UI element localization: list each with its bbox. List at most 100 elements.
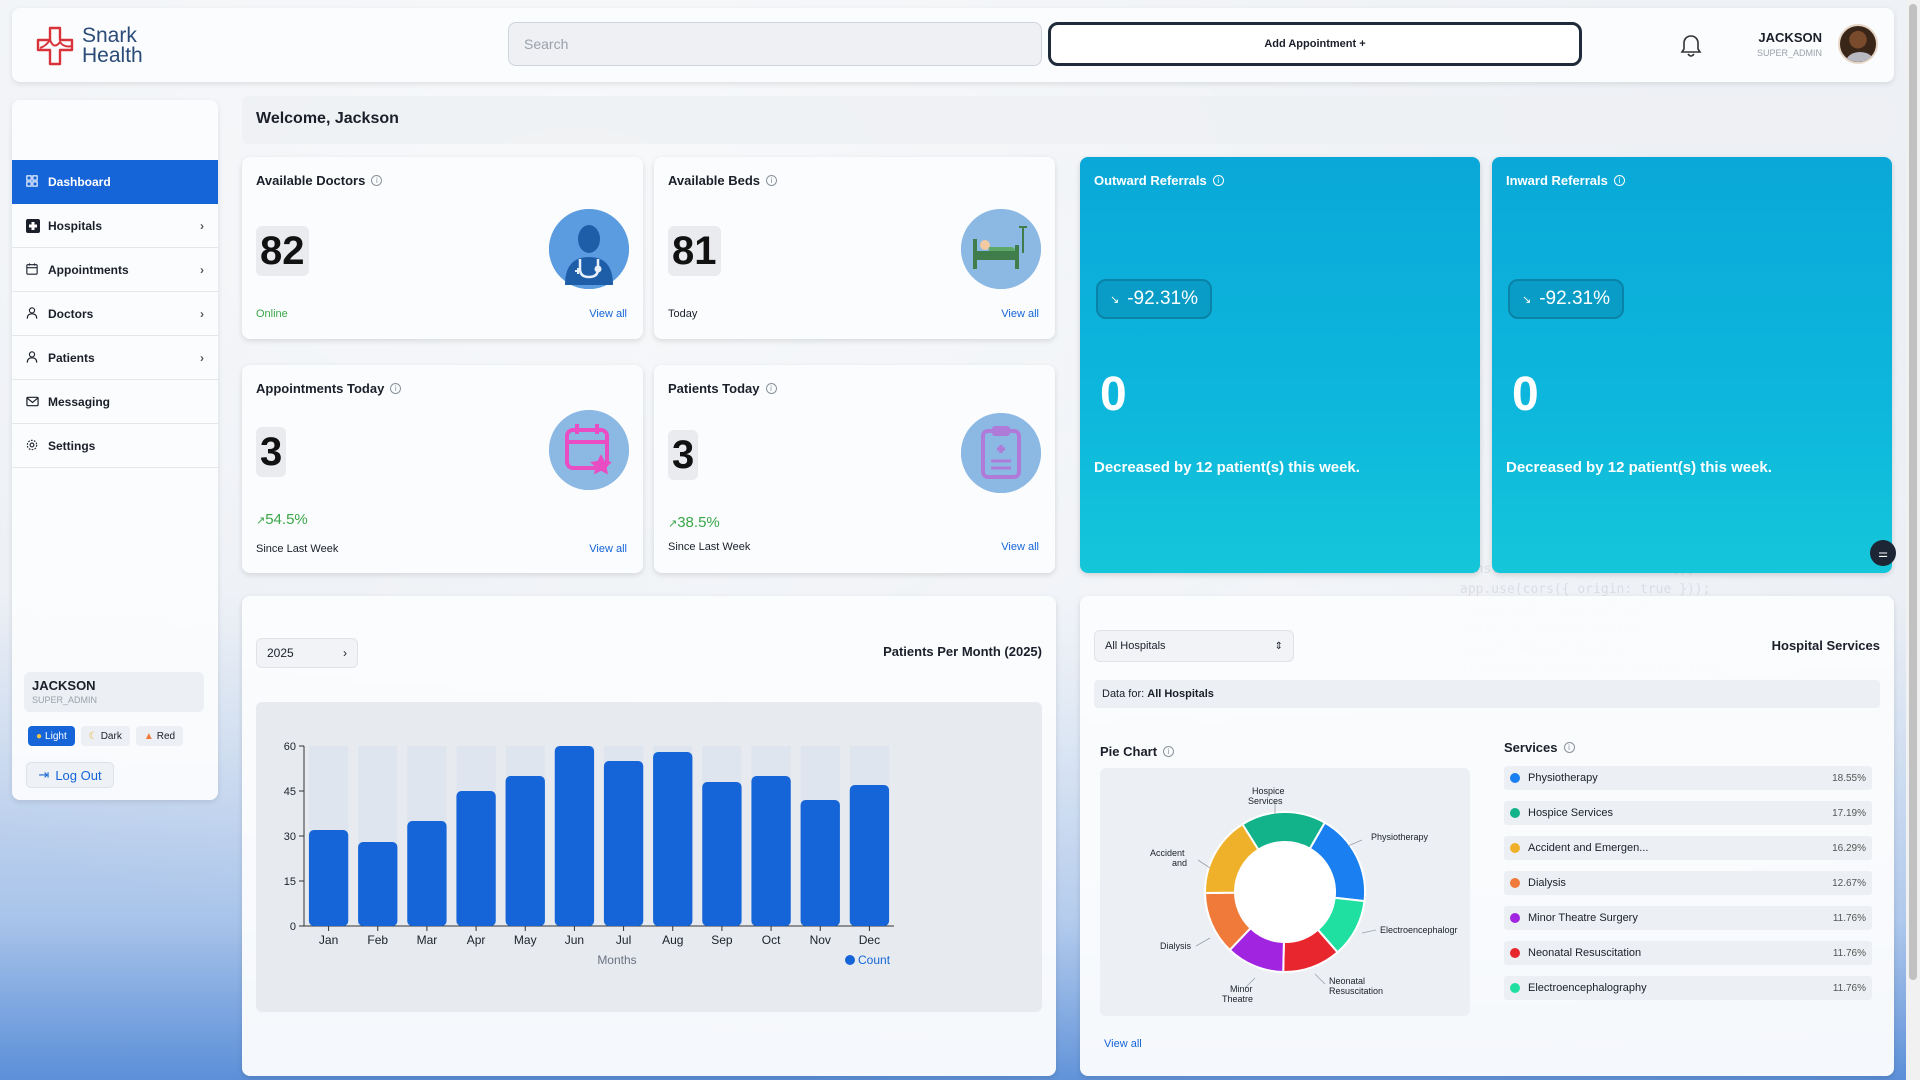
bar-nov <box>800 800 840 926</box>
calendar-star-icon <box>549 410 629 490</box>
card-title: Appointments Today i <box>256 381 402 396</box>
sidebar-item-settings[interactable]: Settings <box>12 424 218 468</box>
beds-view-all-link[interactable]: View all <box>1001 308 1039 320</box>
sidebar-item-label: Settings <box>48 438 96 453</box>
trend-up-icon: ↗ <box>668 518 678 530</box>
pie-label-eeg: Electroencephalogr <box>1380 925 1458 935</box>
pie-slice-hospice-services[interactable] <box>1241 811 1327 852</box>
beds-count: 81 <box>668 226 721 276</box>
services-donut-chart: Hospice Services Physiotherapy Accident … <box>1150 786 1458 1004</box>
bar-aug <box>653 752 693 926</box>
service-row[interactable]: Accident and Emergen... 16.29% <box>1504 836 1872 860</box>
services-view-all-link[interactable]: View all <box>1104 1038 1142 1050</box>
brand-line-2: Health <box>82 44 143 67</box>
x-tick-label: Jan <box>319 933 338 947</box>
patients-change-value: 38.5% <box>677 514 720 531</box>
theme-red-label: Red <box>156 730 176 742</box>
service-row[interactable]: Dialysis 12.67% <box>1504 871 1872 895</box>
info-icon[interactable]: i <box>1163 746 1175 757</box>
header-user-info: JACKSON SUPER_ADMIN <box>1742 30 1822 58</box>
inward-change-value: -92.31% <box>1539 288 1610 309</box>
sidebar-item-appointments[interactable]: Appointments › <box>12 248 218 292</box>
x-tick-label: Nov <box>810 933 831 947</box>
bar-jan <box>308 830 349 926</box>
info-icon[interactable]: i <box>766 175 778 186</box>
pie-label-minor-2: Theatre <box>1222 994 1253 1004</box>
info-icon[interactable]: i <box>1563 742 1575 753</box>
chart-title: Patients Per Month (2025) <box>883 644 1042 659</box>
info-icon[interactable]: i <box>765 383 777 394</box>
moon-icon: ☾ <box>88 730 98 742</box>
sidebar-item-messaging[interactable]: Messaging <box>12 380 218 424</box>
x-tick-label: Feb <box>367 933 388 947</box>
chevron-right-icon: › <box>343 646 347 660</box>
search-input[interactable] <box>508 22 1042 66</box>
appointments-change: ↗54.5% <box>256 511 308 528</box>
hospital-bed-icon <box>961 209 1041 289</box>
y-tick-label: 45 <box>284 786 296 798</box>
year-selector[interactable]: 2025 › <box>256 638 358 668</box>
service-row[interactable]: Physiotherapy 18.55% <box>1504 766 1872 790</box>
service-row[interactable]: Electroencephalography 11.76% <box>1504 976 1872 1000</box>
x-tick-label: Jun <box>565 933 584 947</box>
sidebar-item-patients[interactable]: Patients › <box>12 336 218 380</box>
info-icon[interactable]: i <box>371 175 383 186</box>
service-name: Neonatal Resuscitation <box>1528 947 1642 959</box>
card-title-text: Inward Referrals <box>1506 173 1608 188</box>
outward-message: Decreased by 12 patient(s) this week. <box>1094 459 1360 476</box>
brand-logo[interactable]: Snark Health <box>34 24 143 68</box>
theme-light-label: Light <box>45 730 67 742</box>
service-name: Physiotherapy <box>1528 772 1598 784</box>
pie-label-neonatal: Neonatal <box>1329 976 1365 986</box>
legend-dot <box>1510 773 1520 783</box>
card-title-text: Patients Today <box>668 381 760 396</box>
legend-dot <box>1510 843 1520 853</box>
page-scrollbar-thumb[interactable] <box>1909 4 1917 980</box>
sidebar-item-doctors[interactable]: Doctors › <box>12 292 218 336</box>
bell-icon[interactable] <box>1680 34 1702 58</box>
info-icon[interactable]: i <box>1613 175 1625 186</box>
patients-since: Since Last Week <box>668 541 751 553</box>
bar-may <box>505 776 545 926</box>
pie-label-hospice: Hospice <box>1252 786 1285 796</box>
brand-line-1: Snark <box>82 24 137 47</box>
appointments-view-all-link[interactable]: View all <box>589 543 627 555</box>
theme-red-button[interactable]: ▲ Red <box>135 726 184 746</box>
pie-label-dialysis: Dialysis <box>1160 941 1192 951</box>
services-list: Physiotherapy 18.55% Hospice Services 17.19… <box>1504 766 1872 1011</box>
pie-label-physio: Physiotherapy <box>1371 832 1429 842</box>
service-row[interactable]: Neonatal Resuscitation 11.76% <box>1504 941 1872 965</box>
floating-action-button[interactable]: ⚌ <box>1870 540 1896 566</box>
year-value: 2025 <box>267 646 294 660</box>
pie-label-accident: Accident <box>1150 848 1185 858</box>
inward-count: 0 <box>1512 368 1539 421</box>
info-icon[interactable]: i <box>390 383 402 394</box>
patients-view-all-link[interactable]: View all <box>1001 541 1039 553</box>
logout-button[interactable]: ⇥ Log Out <box>26 762 114 788</box>
doctors-view-all-link[interactable]: View all <box>589 308 627 320</box>
theme-dark-button[interactable]: ☾ Dark <box>80 726 130 746</box>
bar-jun <box>554 746 595 926</box>
pie-chart-label: Pie Chart i <box>1100 744 1175 759</box>
theme-light-button[interactable]: ● Light <box>28 726 75 746</box>
sidebar-item-label: Messaging <box>48 394 111 409</box>
service-percent: 18.55% <box>1832 772 1866 784</box>
patients-bar-chart: 0 15 30 45 60 Jan Feb Mar Apr May Jun Jul Aug Sep Oct N… <box>284 741 894 967</box>
avatar[interactable] <box>1838 24 1878 64</box>
service-row[interactable]: Minor Theatre Surgery 11.76% <box>1504 906 1872 930</box>
info-icon[interactable]: i <box>1212 175 1224 186</box>
service-row[interactable]: Hospice Services 17.19% <box>1504 801 1872 825</box>
hospital-filter-select[interactable]: All Hospitals ⇕ <box>1094 630 1294 662</box>
chevron-right-icon: › <box>200 306 204 321</box>
x-tick-label: Apr <box>467 933 486 947</box>
chevron-right-icon: › <box>200 262 204 277</box>
add-appointment-button[interactable]: Add Appointment + <box>1048 22 1582 66</box>
clipboard-icon <box>961 413 1041 493</box>
card-title-text: Outward Referrals <box>1094 173 1207 188</box>
x-tick-label: Oct <box>762 933 781 947</box>
hospital-services-panel: All Hospitals ⇕ Hospital Services Data f… <box>1080 596 1894 1076</box>
sidebar-item-dashboard[interactable]: Dashboard <box>12 160 218 204</box>
pie-label-minor: Minor <box>1230 984 1253 994</box>
sidebar-item-hospitals[interactable]: Hospitals › <box>12 204 218 248</box>
hospital-cross-icon <box>26 218 40 233</box>
